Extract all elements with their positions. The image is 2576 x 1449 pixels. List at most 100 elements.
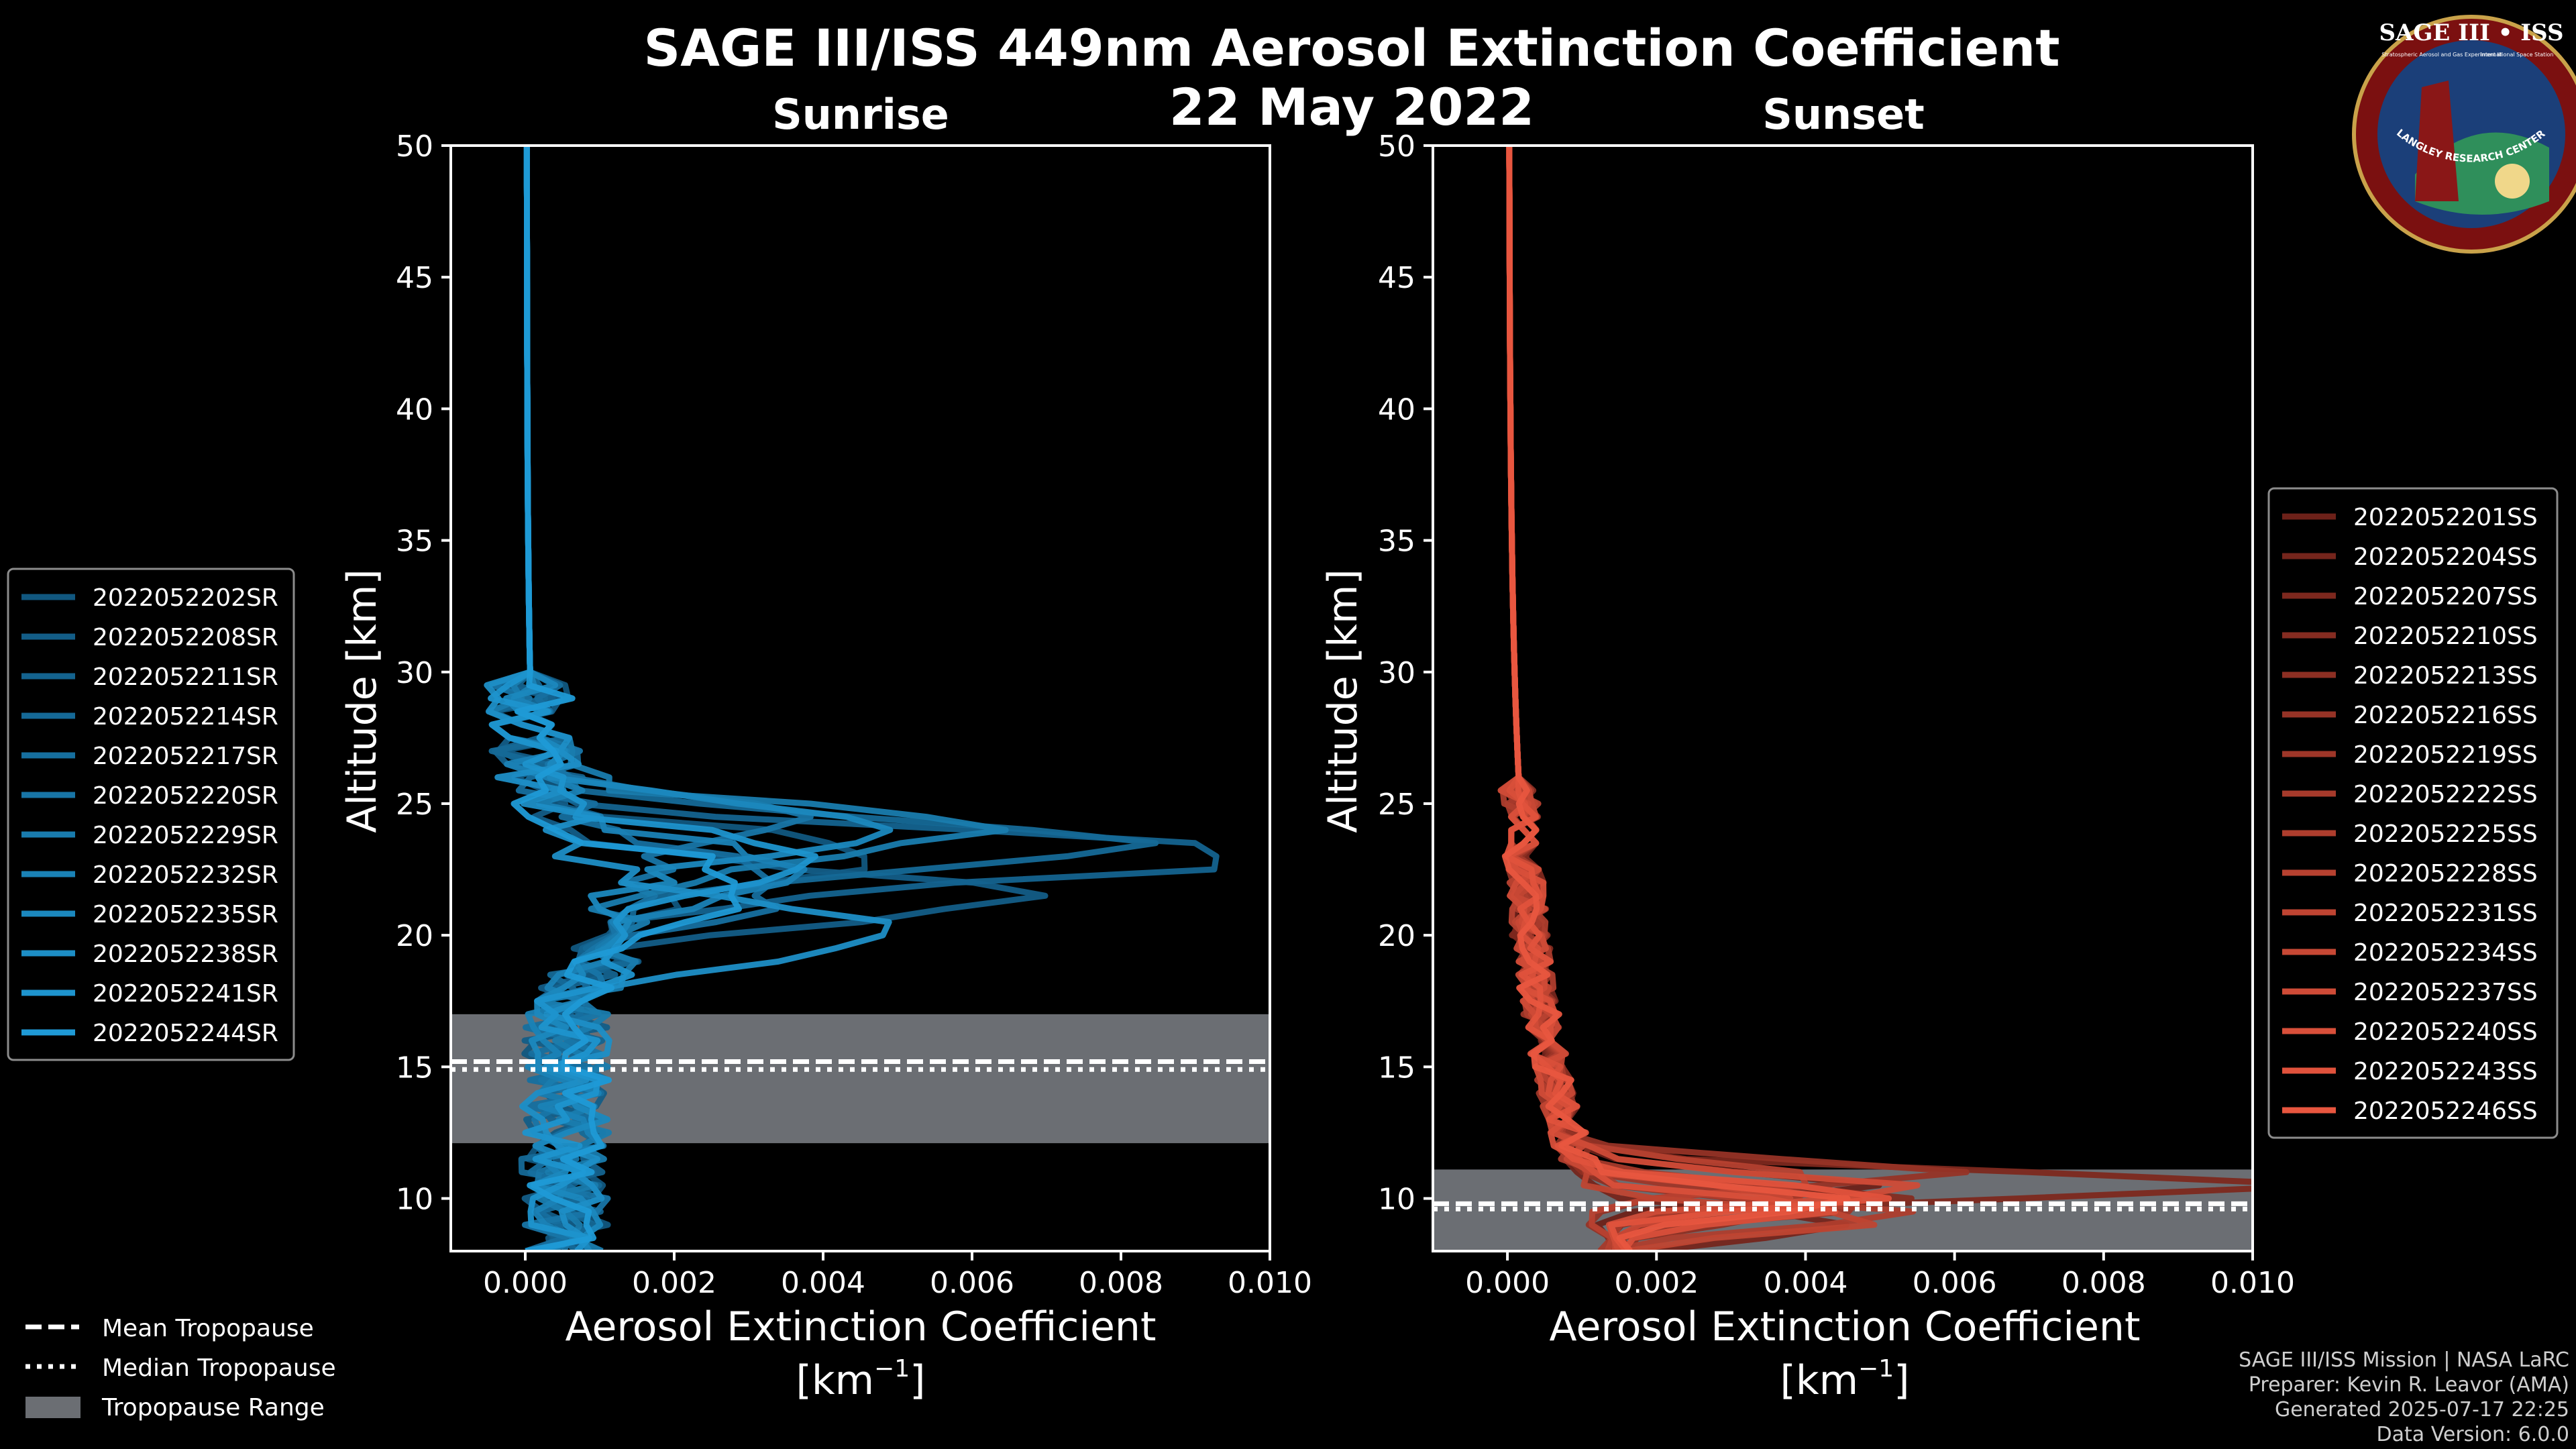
credit-preparer: Preparer: Kevin R. Leavor (AMA)	[2249, 1373, 2569, 1397]
legend-entry: 2022052219SS	[2353, 741, 2538, 769]
legend-entry: 2022052210SS	[2353, 623, 2538, 650]
legend-entry: 2022052216SS	[2353, 702, 2538, 729]
units-exp: −1	[874, 1355, 910, 1383]
x-tick-label: 0.002	[632, 1266, 716, 1300]
legend-entry: 2022052220SR	[93, 782, 278, 810]
y-tick-label: 50	[396, 129, 433, 164]
sunset-xlabel-units: [km−1]	[1780, 1355, 1909, 1404]
x-tick-label: 0.004	[781, 1266, 865, 1300]
median-tropopause-label: Median Tropopause	[102, 1354, 336, 1382]
logo-sub-left: Stratospheric Aerosol and Gas Experiment…	[2381, 52, 2502, 58]
legend-entry: 2022052213SS	[2353, 662, 2538, 690]
sunrise-legend: 2022052202SR 2022052208SR 2022052211SR 2022…	[7, 568, 295, 1061]
legend-box	[2267, 487, 2559, 1139]
legend-entry: 2022052232SR	[93, 861, 278, 889]
legend-entry: 2022052229SR	[93, 822, 278, 849]
profile-lines	[484, 146, 1220, 1251]
logo-sub-right: International Space Station	[2481, 52, 2554, 58]
legend-entry: 2022052243SS	[2353, 1058, 2538, 1085]
legend-entry: 2022052214SR	[93, 703, 278, 731]
mean-tropopause-label: Mean Tropopause	[102, 1315, 314, 1342]
legend-box	[7, 568, 295, 1061]
y-tick-label: 45	[1378, 261, 1415, 295]
x-tick-label: 0.010	[2210, 1266, 2295, 1300]
profile-2022052246SS	[1501, 146, 1851, 1251]
y-tick-label: 20	[396, 919, 433, 953]
units-close: ]	[1894, 1357, 1909, 1404]
main-title: SAGE III/ISS 449nm Aerosol Extinction Co…	[643, 18, 2059, 78]
legend-entry: 2022052204SS	[2353, 543, 2538, 571]
credits: SAGE III/ISS Mission | NASA LaRC Prepare…	[2239, 1348, 2569, 1446]
credit-generated: Generated 2025-07-17 22:25	[2275, 1398, 2569, 1421]
y-tick-label: 15	[1378, 1051, 1415, 1085]
sunrise-ylabel: Altitude [km]	[339, 569, 386, 833]
logo-title: SAGE III • ISS	[2379, 19, 2563, 46]
units-km: [km	[1780, 1357, 1858, 1404]
y-tick-label: 10	[1378, 1183, 1415, 1217]
tropopause-range-label: Tropopause Range	[101, 1394, 325, 1421]
y-tick-label: 40	[396, 392, 433, 427]
sunrise-xlabel-units: [km−1]	[796, 1355, 925, 1404]
legend-entry: 2022052217SR	[93, 743, 278, 770]
sunset-ylabel: Altitude [km]	[1320, 569, 1366, 833]
sunrise-chart: 0.000 0.002 0.004 0.006 0.008 0.010 10 15 20 25 30…	[396, 129, 1312, 1300]
y-tick-label: 25	[396, 788, 433, 822]
x-tick-label: 0.002	[1614, 1266, 1699, 1300]
profile-2022052231SS	[1505, 146, 1878, 1251]
legend-entry: 2022052244SR	[93, 1020, 278, 1047]
x-tick-label: 0.008	[1079, 1266, 1163, 1300]
legend-entry: 2022052228SS	[2353, 860, 2538, 888]
legend-entry: 2022052231SS	[2353, 900, 2538, 927]
sunrise-xlabel: Aerosol Extinction Coefficient	[566, 1303, 1157, 1350]
legend-entry: 2022052201SS	[2353, 504, 2538, 531]
y-tick-label: 35	[396, 525, 433, 559]
credit-mission: SAGE III/ISS Mission | NASA LaRC	[2239, 1348, 2569, 1372]
profile-2022052228SS	[1506, 146, 1810, 1251]
y-tick-label: 30	[396, 656, 433, 690]
y-tick-label: 25	[1378, 788, 1415, 822]
profile-lines	[1497, 146, 2253, 1251]
legend-entry: 2022052234SS	[2353, 939, 2538, 967]
y-tick-label: 50	[1378, 129, 1415, 164]
profile-2022052244SR	[511, 146, 742, 1251]
y-tick-label: 40	[1378, 392, 1415, 427]
sunset-chart: 0.000 0.002 0.004 0.006 0.008 0.010 10 15 20 25 30…	[1378, 129, 2295, 1300]
x-tick-label: 0.006	[930, 1266, 1014, 1300]
legend-entry: 2022052207SS	[2353, 583, 2538, 610]
legend-entry: 2022052241SR	[93, 980, 278, 1008]
x-tick-label: 0.006	[1913, 1266, 1997, 1300]
y-tick-label: 10	[396, 1183, 433, 1217]
credit-version: Data Version: 6.0.0	[2377, 1423, 2569, 1446]
plot-frame	[449, 144, 1271, 1252]
x-tick-label: 0.000	[483, 1266, 568, 1300]
x-tick-label: 0.000	[1465, 1266, 1550, 1300]
units-close: ]	[910, 1357, 925, 1404]
units-exp: −1	[1858, 1355, 1894, 1383]
legend-entry: 2022052246SS	[2353, 1097, 2538, 1125]
profile-2022052207SS	[1506, 146, 2253, 1251]
plot-frame	[1432, 144, 2254, 1252]
legend-entry: 2022052222SS	[2353, 781, 2538, 808]
units-km: [km	[796, 1357, 874, 1404]
x-tick-label: 0.010	[1228, 1266, 1312, 1300]
date-subtitle: 22 May 2022	[1169, 77, 1534, 137]
sunrise-panel-title: Sunrise	[772, 90, 949, 139]
x-tick-label: 0.008	[2061, 1266, 2146, 1300]
sunset-panel-title: Sunset	[1762, 90, 1925, 139]
sunset-legend: 2022052201SS 2022052204SS 2022052207SS 2022…	[2267, 487, 2559, 1139]
legend-entry: 2022052240SS	[2353, 1018, 2538, 1046]
y-tick-label: 35	[1378, 525, 1415, 559]
tropopause-legend: Mean Tropopause Median Tropopause Tropop…	[25, 1315, 336, 1421]
y-tick-label: 30	[1378, 656, 1415, 690]
sunset-xlabel: Aerosol Extinction Coefficient	[1550, 1303, 2141, 1350]
y-tick-label: 45	[396, 261, 433, 295]
y-tick-label: 15	[396, 1051, 433, 1085]
astronomer-figure-icon	[2415, 80, 2459, 201]
profile-2022052216SS	[1505, 146, 1970, 1251]
legend-entry: 2022052211SR	[93, 663, 278, 691]
tropopause-range-swatch	[25, 1397, 80, 1418]
x-tick-label: 0.004	[1763, 1266, 1847, 1300]
sun-icon	[2495, 164, 2530, 199]
legend-entry: 2022052237SS	[2353, 979, 2538, 1006]
